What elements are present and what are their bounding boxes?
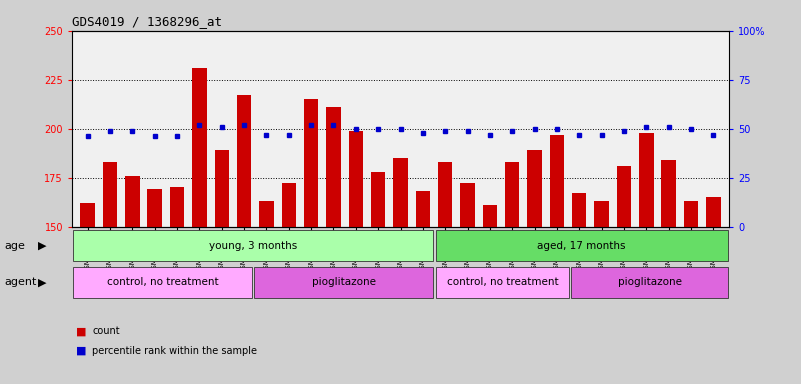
Bar xyxy=(482,205,497,227)
Text: control, no treatment: control, no treatment xyxy=(447,277,558,287)
Bar xyxy=(527,150,541,227)
Bar xyxy=(255,267,433,298)
Bar xyxy=(260,201,274,227)
Bar xyxy=(73,230,433,262)
Bar xyxy=(706,197,721,227)
Bar xyxy=(436,230,728,262)
Bar xyxy=(617,166,631,227)
Bar xyxy=(662,160,676,227)
Text: GDS4019 / 1368296_at: GDS4019 / 1368296_at xyxy=(72,15,222,28)
Text: pioglitazone: pioglitazone xyxy=(312,277,376,287)
Bar xyxy=(73,267,252,298)
Text: young, 3 months: young, 3 months xyxy=(209,241,297,251)
Bar xyxy=(461,184,475,227)
Text: percentile rank within the sample: percentile rank within the sample xyxy=(92,346,257,356)
Text: ▶: ▶ xyxy=(38,277,47,287)
Bar xyxy=(572,193,586,227)
Bar xyxy=(571,267,728,298)
Bar xyxy=(80,203,95,227)
Bar xyxy=(436,267,570,298)
Bar xyxy=(371,172,385,227)
Bar xyxy=(304,99,319,227)
Bar xyxy=(438,162,453,227)
Bar xyxy=(505,162,520,227)
Bar xyxy=(103,162,117,227)
Bar xyxy=(281,184,296,227)
Bar xyxy=(684,201,698,227)
Bar xyxy=(125,175,139,227)
Text: ▶: ▶ xyxy=(38,241,47,251)
Bar xyxy=(147,189,162,227)
Bar xyxy=(170,187,184,227)
Bar xyxy=(215,150,229,227)
Bar xyxy=(348,131,363,227)
Text: age: age xyxy=(4,241,25,251)
Bar xyxy=(237,95,252,227)
Text: aged, 17 months: aged, 17 months xyxy=(537,241,626,251)
Bar xyxy=(594,201,609,227)
Text: pioglitazone: pioglitazone xyxy=(618,277,682,287)
Text: ■: ■ xyxy=(76,326,87,336)
Bar xyxy=(416,191,430,227)
Bar xyxy=(549,134,564,227)
Text: agent: agent xyxy=(4,277,36,287)
Text: ■: ■ xyxy=(76,346,87,356)
Text: control, no treatment: control, no treatment xyxy=(107,277,219,287)
Bar xyxy=(192,68,207,227)
Bar xyxy=(393,158,408,227)
Bar xyxy=(639,132,654,227)
Text: count: count xyxy=(92,326,119,336)
Bar xyxy=(326,107,340,227)
